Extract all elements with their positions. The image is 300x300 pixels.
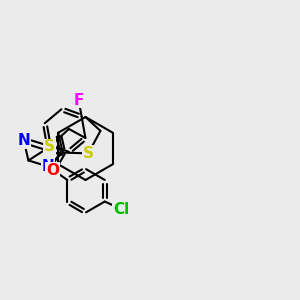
- Text: N: N: [41, 159, 54, 174]
- Text: F: F: [74, 93, 84, 108]
- Text: N: N: [17, 133, 30, 148]
- Text: S: S: [44, 140, 55, 154]
- Text: O: O: [46, 163, 59, 178]
- Text: S: S: [83, 146, 94, 161]
- Text: Cl: Cl: [113, 202, 129, 217]
